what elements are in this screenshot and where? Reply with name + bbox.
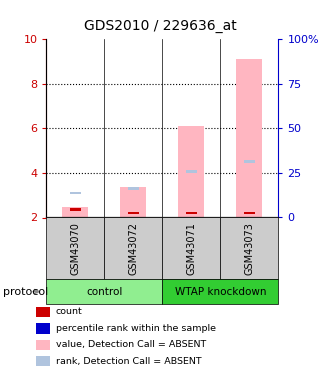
Text: value, Detection Call = ABSENT: value, Detection Call = ABSENT [56,340,206,349]
Bar [36,339,50,350]
Text: count: count [56,308,82,316]
Bar [46,217,104,279]
Bar [244,160,255,163]
Bar [162,217,220,279]
Bar [62,207,88,218]
Bar [70,192,81,195]
Bar [128,211,139,214]
Bar [46,279,162,304]
Text: GDS2010 / 229636_at: GDS2010 / 229636_at [84,19,236,33]
Bar [36,356,50,366]
Text: protocol: protocol [3,286,48,297]
Bar [178,126,204,218]
Bar [36,323,50,334]
Text: rank, Detection Call = ABSENT: rank, Detection Call = ABSENT [56,357,201,366]
Text: GSM43072: GSM43072 [128,222,138,276]
Bar [36,307,50,317]
Text: percentile rank within the sample: percentile rank within the sample [56,324,216,333]
Bar [186,170,196,173]
Text: GSM43073: GSM43073 [244,222,254,275]
Bar [70,208,81,211]
Bar [186,211,196,214]
Bar [220,217,278,279]
Bar [104,217,162,279]
Bar [236,59,262,217]
Text: GSM43070: GSM43070 [70,222,80,275]
Bar [128,187,139,190]
Bar [120,188,147,218]
Bar [244,211,255,214]
Text: GSM43071: GSM43071 [186,222,196,275]
Bar [162,279,278,304]
Text: control: control [86,286,123,297]
Text: WTAP knockdown: WTAP knockdown [175,286,266,297]
